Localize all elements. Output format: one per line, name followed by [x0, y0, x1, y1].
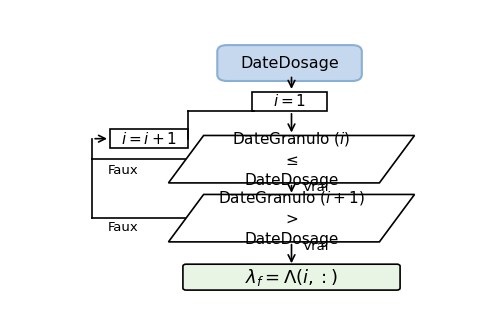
- Text: DateDosage: DateDosage: [240, 56, 339, 71]
- FancyBboxPatch shape: [217, 45, 362, 81]
- Bar: [110, 129, 188, 148]
- Text: $i = 1$: $i = 1$: [273, 94, 306, 110]
- Text: Vrai: Vrai: [303, 181, 330, 194]
- Text: DateGranulo ($i$)
$\leq$
DateDosage: DateGranulo ($i$) $\leq$ DateDosage: [232, 131, 351, 188]
- Polygon shape: [168, 136, 414, 183]
- Polygon shape: [168, 194, 414, 242]
- Text: $\lambda_f = \Lambda(i, :)$: $\lambda_f = \Lambda(i, :)$: [245, 267, 338, 288]
- Text: $i = i+1$: $i = i+1$: [121, 131, 177, 147]
- Text: DateGranulo ($i + 1$)
$>$
DateDosage: DateGranulo ($i + 1$) $>$ DateDosage: [218, 189, 365, 247]
- Text: Faux: Faux: [108, 164, 139, 177]
- Text: Faux: Faux: [108, 221, 139, 234]
- FancyBboxPatch shape: [183, 264, 400, 290]
- Text: Vrai: Vrai: [303, 240, 330, 253]
- Bar: [253, 92, 327, 111]
